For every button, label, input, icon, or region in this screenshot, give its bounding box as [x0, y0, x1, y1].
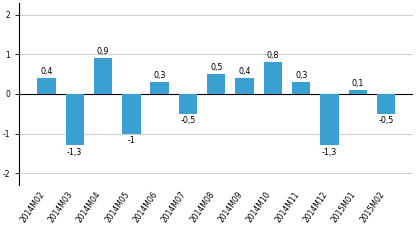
Text: -1: -1: [127, 136, 135, 145]
Bar: [179, 94, 197, 114]
Bar: [235, 78, 254, 94]
Text: 0,4: 0,4: [238, 67, 251, 76]
Bar: [37, 78, 56, 94]
Bar: [320, 94, 339, 146]
Bar: [349, 90, 367, 94]
Text: 0,3: 0,3: [154, 71, 166, 80]
Text: -0,5: -0,5: [180, 116, 196, 125]
Bar: [151, 82, 169, 94]
Text: -1,3: -1,3: [322, 148, 337, 157]
Bar: [122, 94, 141, 133]
Text: -0,5: -0,5: [379, 116, 394, 125]
Bar: [94, 58, 112, 94]
Text: 0,3: 0,3: [295, 71, 307, 80]
Bar: [377, 94, 395, 114]
Bar: [264, 62, 282, 94]
Text: -1,3: -1,3: [67, 148, 82, 157]
Bar: [65, 94, 84, 146]
Text: 0,1: 0,1: [352, 79, 364, 88]
Text: 0,8: 0,8: [267, 51, 279, 60]
Text: 0,9: 0,9: [97, 47, 109, 56]
Bar: [292, 82, 310, 94]
Bar: [207, 74, 225, 94]
Text: 0,4: 0,4: [40, 67, 52, 76]
Text: 0,5: 0,5: [210, 63, 223, 72]
